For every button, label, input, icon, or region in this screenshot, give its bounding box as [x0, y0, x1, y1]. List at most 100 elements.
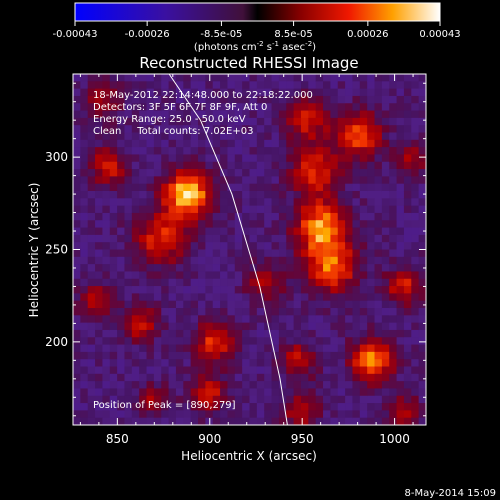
heatmap-cell [411, 81, 420, 90]
heatmap-cell [95, 117, 104, 126]
heatmap-cell [80, 191, 89, 199]
heatmap-cell [168, 271, 177, 280]
heatmap-cell [418, 417, 426, 425]
heatmap-cell [124, 205, 133, 214]
heatmap-cell [352, 169, 361, 177]
heatmap-cell [396, 74, 405, 82]
heatmap-cell [87, 264, 96, 273]
heatmap-cell [161, 227, 170, 236]
heatmap-cell [249, 395, 258, 404]
heatmap-cell [300, 344, 309, 353]
heatmap-cell [190, 344, 199, 353]
heatmap-cell [403, 256, 412, 265]
heatmap-cell [95, 154, 104, 163]
heatmap-cell [352, 227, 361, 236]
heatmap-cell [190, 293, 199, 302]
heatmap-cell [227, 74, 236, 82]
heatmap-cell [352, 191, 361, 199]
heatmap-cell [323, 81, 331, 90]
heatmap-cell [205, 132, 214, 141]
heatmap-cell [95, 220, 104, 229]
heatmap-cell [271, 125, 280, 134]
heatmap-cell [102, 117, 111, 126]
heatmap-cell [212, 205, 221, 214]
heatmap-cell [352, 81, 361, 90]
heatmap-cell [183, 220, 192, 229]
heatmap-cell [234, 308, 243, 316]
heatmap-cell [323, 300, 331, 309]
heatmap-cell [381, 381, 390, 390]
heatmap-cell [117, 410, 126, 419]
heatmap-cell [411, 381, 420, 390]
heatmap-cell [198, 212, 206, 221]
heatmap-cell [300, 388, 309, 397]
heatmap-cell [80, 205, 89, 214]
heatmap-cell [124, 191, 133, 199]
heatmap-cell [131, 329, 140, 338]
heatmap-cell [403, 359, 412, 368]
heatmap-cell [278, 183, 287, 192]
heatmap-cell [234, 300, 243, 309]
heatmap-cell [352, 183, 361, 192]
heatmap-cell [124, 395, 133, 404]
heatmap-cell [73, 308, 81, 316]
heatmap-cell [367, 74, 376, 82]
heatmap-cell [308, 351, 317, 360]
heatmap-cell [87, 132, 96, 141]
heatmap-cell [286, 410, 295, 419]
heatmap-cell [286, 366, 295, 375]
heatmap-cell [117, 139, 126, 148]
heatmap-cell [323, 176, 331, 185]
heatmap-cell [278, 286, 287, 294]
heatmap-cell [146, 169, 155, 177]
heatmap-cell [271, 308, 280, 316]
heatmap-cell [205, 381, 214, 390]
heatmap-cell [131, 191, 140, 199]
heatmap-cell [330, 103, 339, 112]
heatmap-cell [168, 198, 177, 207]
heatmap-cell [95, 242, 104, 251]
heatmap-cell [161, 271, 170, 280]
heatmap-cell [227, 249, 236, 258]
heatmap-cell [396, 271, 405, 280]
heatmap-cell [183, 242, 192, 251]
heatmap-cell [102, 212, 111, 221]
heatmap-cell [359, 417, 368, 425]
heatmap-cell [286, 154, 295, 163]
heatmap-cell [95, 183, 104, 192]
heatmap-cell [367, 110, 376, 119]
heatmap-cell [73, 242, 81, 251]
heatmap-cell [249, 264, 258, 273]
heatmap-cell [242, 220, 251, 229]
heatmap-cell [146, 417, 155, 425]
heatmap-cell [227, 95, 236, 104]
heatmap-cell [374, 271, 383, 280]
heatmap-cell [249, 212, 258, 221]
x-tick-label: 1000 [379, 432, 410, 446]
heatmap-cell [337, 227, 346, 236]
heatmap-cell [323, 242, 331, 251]
heatmap-cell [227, 117, 236, 126]
heatmap-cell [117, 117, 126, 126]
heatmap-cell [381, 242, 390, 251]
heatmap-cell [293, 300, 302, 309]
heatmap-cell [418, 337, 426, 346]
heatmap-cell [374, 322, 383, 331]
heatmap-cell [359, 161, 368, 170]
heatmap-cell [411, 359, 420, 368]
heatmap-cell [124, 169, 133, 177]
heatmap-cell [308, 205, 317, 214]
heatmap-cell [396, 366, 405, 375]
heatmap-cell [87, 103, 96, 112]
heatmap-cell [286, 256, 295, 265]
heatmap-cell [87, 271, 96, 280]
heatmap-cell [418, 286, 426, 294]
heatmap-cell [300, 264, 309, 273]
heatmap-cell [271, 183, 280, 192]
heatmap-cell [256, 249, 265, 258]
heatmap-cell [87, 359, 96, 368]
heatmap-cell [300, 381, 309, 390]
heatmap-cell [73, 388, 81, 397]
heatmap-cell [161, 234, 170, 243]
heatmap-cell [249, 249, 258, 258]
